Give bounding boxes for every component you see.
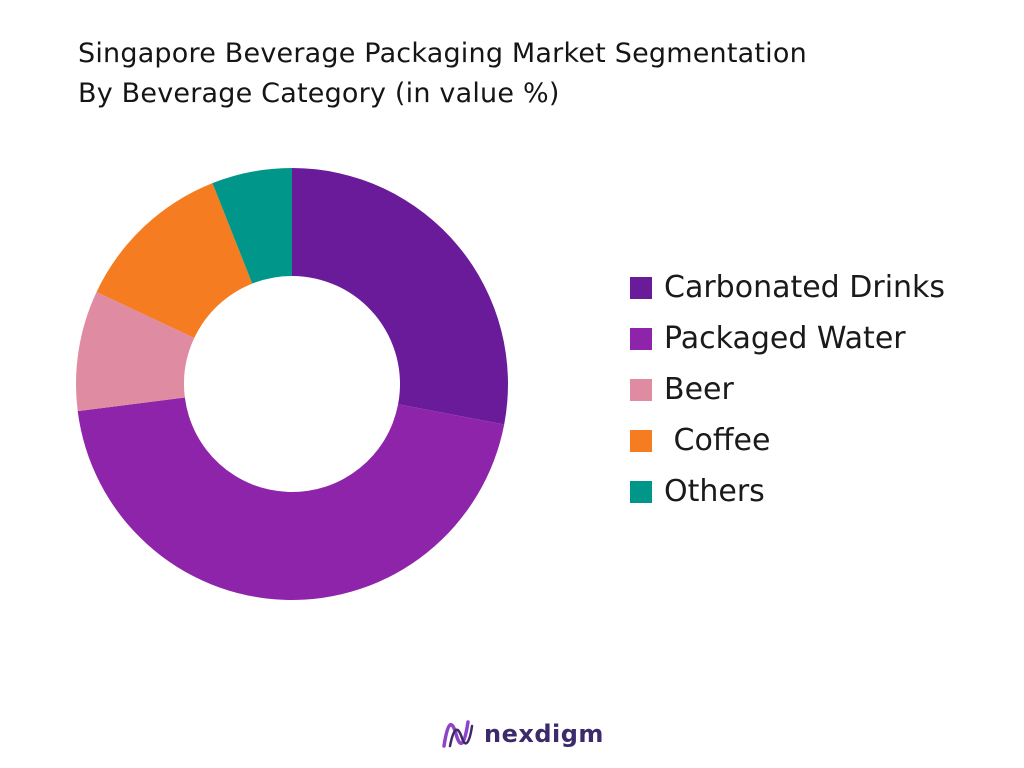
donut-slice-others [212, 168, 292, 284]
brand-logo: nexdigm [440, 716, 604, 752]
legend-swatch-beer [630, 378, 652, 401]
chart-title-line1: Singapore Beverage Packaging Market Segm… [78, 38, 807, 69]
legend-item-beer: Beer [630, 364, 945, 415]
legend-item-carbonated-drinks: Carbonated Drinks [630, 262, 945, 313]
legend-item-packaged-water: Packaged Water [630, 313, 945, 364]
donut-slices [76, 168, 508, 600]
legend-swatch-packaged-water [630, 327, 652, 350]
legend-item-others: Others [630, 466, 945, 517]
brand-logo-text: nexdigm [484, 720, 604, 748]
legend-label-carbonated-drinks: Carbonated Drinks [664, 270, 946, 305]
legend-label-others: Others [664, 474, 765, 509]
legend-label-coffee: Coffee [664, 423, 771, 458]
donut-slice-carbonated-drinks [292, 168, 508, 425]
donut-slice-coffee [96, 183, 253, 339]
chart-title-line2: By Beverage Category (in value %) [78, 78, 560, 109]
legend-swatch-carbonated-drinks [630, 276, 652, 299]
legend-swatch-others [630, 480, 652, 503]
donut-slice-packaged-water [77, 397, 505, 600]
nexdigm-logo-icon [442, 720, 474, 748]
chart-legend: Carbonated Drinks Packaged Water Beer Co… [630, 262, 945, 517]
chart-title: Singapore Beverage Packaging Market Segm… [78, 34, 807, 114]
donut-slice-beer [76, 292, 195, 412]
legend-label-packaged-water: Packaged Water [664, 321, 906, 356]
legend-item-coffee: Coffee [630, 415, 945, 466]
legend-swatch-coffee [630, 429, 652, 452]
legend-label-beer: Beer [664, 372, 734, 407]
